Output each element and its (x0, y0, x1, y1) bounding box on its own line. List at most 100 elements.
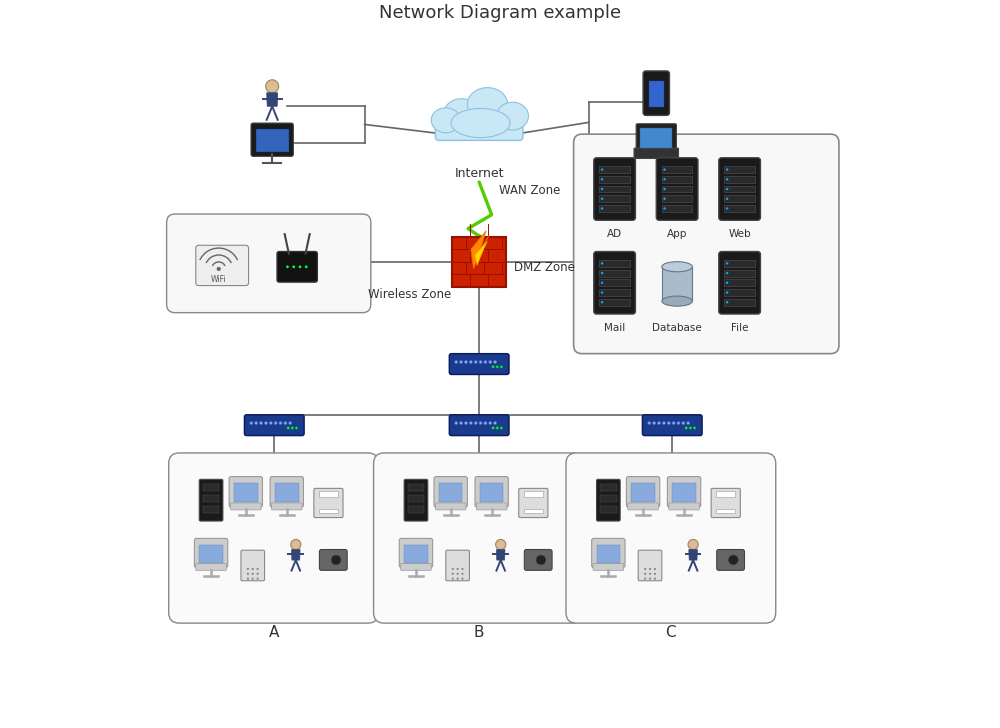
FancyBboxPatch shape (314, 488, 343, 518)
Ellipse shape (662, 296, 692, 306)
Circle shape (455, 422, 458, 424)
Circle shape (654, 577, 656, 579)
Circle shape (601, 291, 603, 294)
Circle shape (667, 422, 670, 424)
FancyBboxPatch shape (724, 269, 755, 277)
FancyBboxPatch shape (716, 491, 735, 496)
FancyBboxPatch shape (719, 252, 760, 314)
Title: Network Diagram example: Network Diagram example (379, 4, 621, 22)
Circle shape (726, 188, 728, 190)
FancyBboxPatch shape (724, 289, 755, 296)
FancyBboxPatch shape (719, 158, 760, 221)
Circle shape (286, 266, 289, 268)
Circle shape (653, 422, 656, 424)
FancyBboxPatch shape (724, 176, 755, 183)
FancyBboxPatch shape (439, 483, 462, 502)
FancyBboxPatch shape (592, 539, 625, 568)
FancyBboxPatch shape (599, 298, 630, 306)
FancyBboxPatch shape (599, 280, 630, 286)
FancyBboxPatch shape (599, 289, 630, 296)
Circle shape (693, 427, 696, 430)
Circle shape (252, 573, 254, 575)
Circle shape (500, 427, 503, 430)
Circle shape (601, 188, 603, 190)
Circle shape (677, 422, 680, 424)
Circle shape (247, 573, 249, 575)
FancyBboxPatch shape (717, 550, 744, 570)
FancyBboxPatch shape (724, 260, 755, 267)
Circle shape (274, 422, 277, 424)
FancyBboxPatch shape (203, 484, 219, 491)
FancyBboxPatch shape (449, 415, 509, 435)
Circle shape (726, 168, 728, 171)
Circle shape (601, 207, 603, 210)
Circle shape (269, 422, 272, 424)
Circle shape (489, 422, 492, 424)
Circle shape (256, 568, 259, 570)
Circle shape (331, 555, 341, 565)
Circle shape (726, 197, 728, 200)
FancyBboxPatch shape (642, 415, 702, 435)
Circle shape (729, 555, 738, 565)
Text: Wireless Zone: Wireless Zone (368, 288, 451, 301)
FancyBboxPatch shape (662, 186, 692, 192)
Polygon shape (689, 550, 697, 560)
FancyBboxPatch shape (640, 128, 672, 148)
Circle shape (658, 422, 661, 424)
FancyBboxPatch shape (401, 563, 431, 570)
FancyBboxPatch shape (408, 484, 424, 491)
Circle shape (492, 365, 494, 368)
FancyBboxPatch shape (566, 453, 776, 623)
Text: App: App (667, 229, 687, 240)
FancyBboxPatch shape (667, 477, 701, 507)
Circle shape (252, 568, 254, 570)
Circle shape (461, 573, 464, 575)
Circle shape (672, 422, 675, 424)
Circle shape (291, 539, 301, 550)
FancyBboxPatch shape (270, 477, 303, 507)
Text: WAN Zone: WAN Zone (499, 184, 560, 197)
FancyBboxPatch shape (600, 484, 617, 491)
Circle shape (489, 360, 492, 363)
FancyBboxPatch shape (435, 114, 523, 141)
Circle shape (266, 80, 279, 92)
FancyBboxPatch shape (594, 252, 635, 314)
FancyBboxPatch shape (599, 269, 630, 277)
Circle shape (305, 266, 308, 268)
FancyBboxPatch shape (271, 503, 302, 510)
FancyBboxPatch shape (628, 503, 658, 510)
Polygon shape (267, 92, 278, 106)
Circle shape (649, 577, 651, 579)
FancyBboxPatch shape (636, 124, 676, 151)
Circle shape (457, 568, 459, 570)
Circle shape (455, 360, 458, 363)
FancyBboxPatch shape (256, 130, 289, 151)
Circle shape (264, 422, 267, 424)
FancyBboxPatch shape (434, 477, 467, 507)
Circle shape (644, 573, 646, 575)
Circle shape (256, 577, 259, 579)
FancyBboxPatch shape (594, 158, 635, 221)
Circle shape (496, 539, 506, 550)
Circle shape (601, 272, 603, 274)
Circle shape (601, 197, 603, 200)
Circle shape (663, 207, 666, 210)
Circle shape (685, 427, 687, 430)
FancyBboxPatch shape (404, 479, 428, 521)
FancyBboxPatch shape (599, 186, 630, 192)
FancyBboxPatch shape (524, 550, 552, 570)
FancyBboxPatch shape (408, 507, 424, 513)
Circle shape (644, 568, 646, 570)
FancyBboxPatch shape (643, 71, 669, 116)
FancyBboxPatch shape (196, 563, 226, 570)
Text: C: C (666, 625, 676, 640)
Circle shape (496, 365, 498, 368)
Circle shape (663, 178, 666, 181)
FancyBboxPatch shape (524, 509, 543, 513)
Circle shape (289, 422, 292, 424)
Ellipse shape (497, 102, 528, 130)
FancyBboxPatch shape (649, 81, 664, 107)
FancyBboxPatch shape (449, 354, 509, 374)
FancyBboxPatch shape (638, 550, 662, 581)
FancyBboxPatch shape (231, 503, 261, 510)
